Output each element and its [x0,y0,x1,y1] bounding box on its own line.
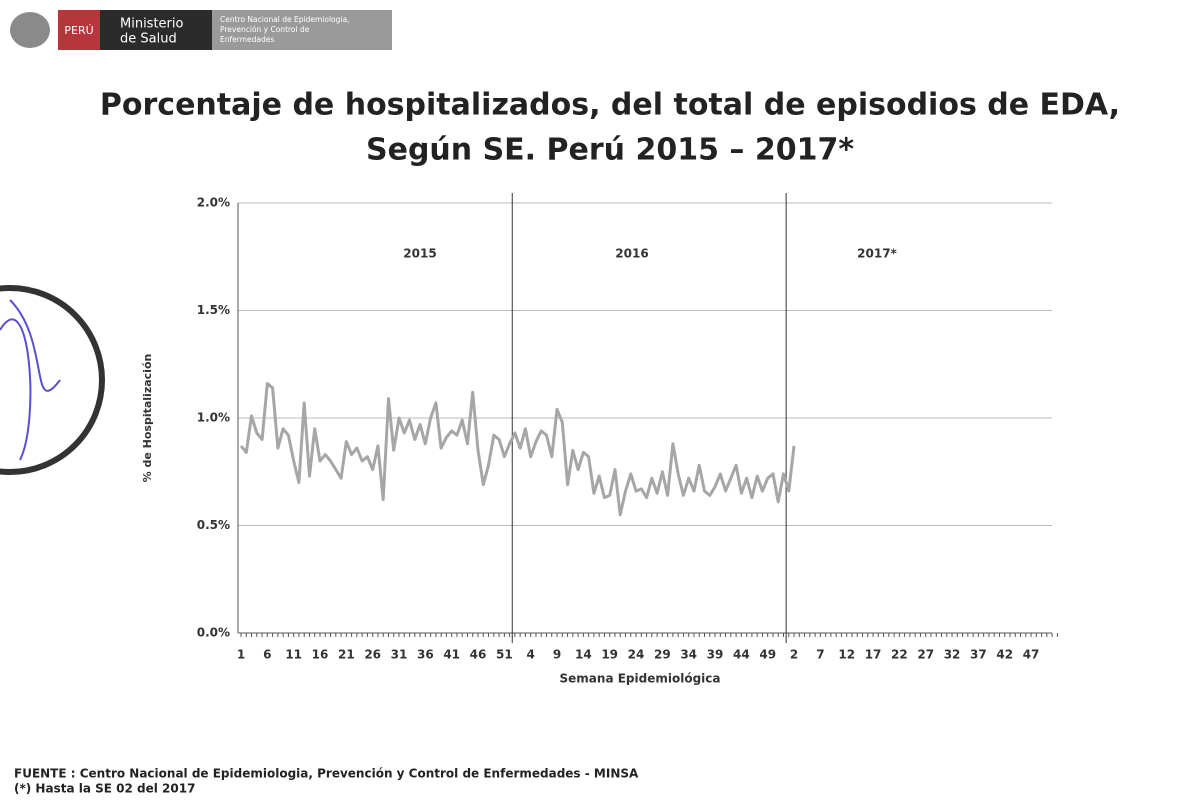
x-tick-label: 2 [790,648,798,662]
year-annotation: 2017* [857,247,897,261]
x-tick-label: 31 [391,648,408,662]
coat-of-arms [10,12,50,48]
x-tick-label: 21 [338,648,355,662]
x-tick-label: 11 [285,648,302,662]
stamp [0,285,105,475]
country-box [58,10,100,50]
x-tick-label: 12 [838,648,855,662]
chart-title: Porcentaje de hospitalizados, del total … [100,88,1120,123]
y-axis-label: % de Hospitalización [141,354,154,483]
x-tick-label: 49 [759,648,776,662]
stamp-ring [0,285,105,475]
x-tick-label: 14 [575,648,592,662]
ministry-box [100,10,212,50]
x-axis-label: Semana Epidemiológica [560,672,721,686]
x-tick-label: 6 [263,648,271,662]
x-tick-label: 36 [417,648,434,662]
x-tick-label: 19 [601,648,618,662]
x-tick-label: 41 [443,648,460,662]
year-annotation: 2015 [403,247,436,261]
y-tick-label: 2.0% [197,196,230,210]
year-annotation: 2016 [615,247,648,261]
ministry: Ministerio [120,17,184,32]
x-tick-label: 47 [1023,648,1040,662]
x-tick-label: 16 [312,648,329,662]
x-tick-label: 22 [891,648,908,662]
x-tick-label: 17 [865,648,882,662]
x-tick-label: 24 [628,648,645,662]
center-name: Enfermedades [220,35,274,44]
x-tick-label: 37 [970,648,987,662]
x-tick-label: 4 [527,648,535,662]
x-tick-label: 32 [944,648,961,662]
y-tick-label: 1.0% [197,411,230,425]
center-name: Centro Nacional de Epidemiologia, [220,15,349,24]
x-tick-label: 26 [364,648,381,662]
x-tick-label: 39 [707,648,724,662]
center-box [212,10,392,50]
chart-title: Según SE. Perú 2015 – 2017* [366,133,854,168]
x-tick-label: 29 [654,648,671,662]
country: PERÚ [64,24,93,37]
x-tick-label: 46 [470,648,487,662]
ministry: de Salud [120,32,177,47]
x-tick-label: 44 [733,648,750,662]
data-line [239,382,796,517]
center-name: Prevención y Control de [220,25,310,34]
x-tick-label: 9 [553,648,561,662]
x-tick-label: 51 [496,648,513,662]
header-logo: PERÚ Ministerio de Salud Centro Nacional… [10,10,392,50]
x-tick-label: 1 [237,648,245,662]
signature [0,299,61,461]
x-tick-label: 27 [917,648,934,662]
x-tick-label: 42 [996,648,1013,662]
footer-note: FUENTE : Centro Nacional de Epidemiologi… [14,767,639,781]
y-tick-label: 1.5% [197,303,230,317]
x-tick-label: 7 [816,648,824,662]
x-tick-label: 34 [680,648,697,662]
y-tick-label: 0.0% [197,626,230,640]
footer-note: (*) Hasta la SE 02 del 2017 [14,782,195,796]
plot: 0.0%0.5%1.0%1.5%2.0%2015 2016 2017*1 6 11 16 2… [197,193,1058,662]
y-tick-label: 0.5% [197,518,230,532]
